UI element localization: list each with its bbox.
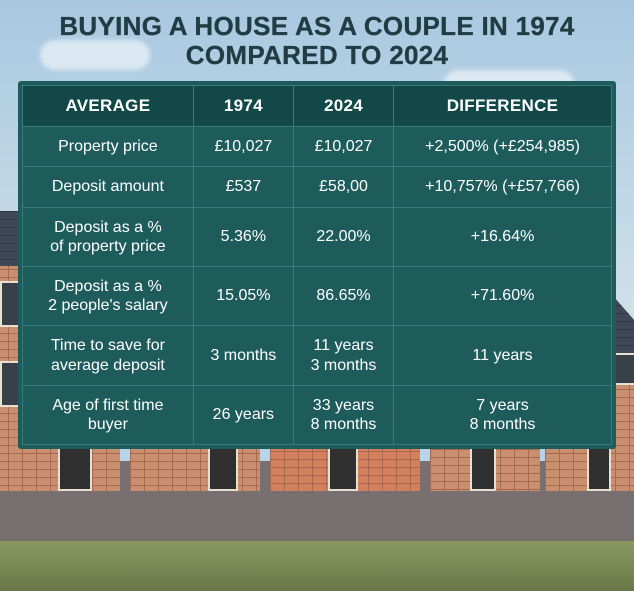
cell-diff: +71.60% <box>394 266 612 325</box>
row-label: Deposit amount <box>23 167 194 207</box>
table-header-row: AVERAGE 1974 2024 DIFFERENCE <box>23 86 612 127</box>
cell-2024: 86.65% <box>293 266 393 325</box>
cell-1974: 3 months <box>193 326 293 385</box>
table-body: Property price £10,027 £10,027 +2,500% (… <box>23 127 612 445</box>
col-header-average: AVERAGE <box>23 86 194 127</box>
row-label: Deposit as a %of property price <box>23 207 194 266</box>
table-row: Deposit as a %of property price 5.36% 22… <box>23 207 612 266</box>
row-label: Property price <box>23 127 194 167</box>
col-header-difference: DIFFERENCE <box>394 86 612 127</box>
cell-2024: 11 years3 months <box>293 326 393 385</box>
cell-diff: 11 years <box>394 326 612 385</box>
cell-diff: +16.64% <box>394 207 612 266</box>
comparison-table: AVERAGE 1974 2024 DIFFERENCE Property pr… <box>22 85 612 445</box>
cell-2024: £58,00 <box>293 167 393 207</box>
cell-1974: 26 years <box>193 385 293 444</box>
cell-diff: +10,757% (+£57,766) <box>394 167 612 207</box>
row-label: Age of first timebuyer <box>23 385 194 444</box>
cell-2024: £10,027 <box>293 127 393 167</box>
table-row: Time to save foraverage deposit 3 months… <box>23 326 612 385</box>
cell-2024: 22.00% <box>293 207 393 266</box>
row-label: Deposit as a %2 people's salary <box>23 266 194 325</box>
comparison-table-wrap: AVERAGE 1974 2024 DIFFERENCE Property pr… <box>18 81 616 449</box>
cell-2024: 33 years8 months <box>293 385 393 444</box>
col-header-1974: 1974 <box>193 86 293 127</box>
content: BUYING A HOUSE AS A COUPLE IN 1974 COMPA… <box>0 0 634 449</box>
table-row: Deposit amount £537 £58,00 +10,757% (+£5… <box>23 167 612 207</box>
cell-diff: +2,500% (+£254,985) <box>394 127 612 167</box>
cell-1974: 5.36% <box>193 207 293 266</box>
cell-1974: £10,027 <box>193 127 293 167</box>
cell-diff: 7 years8 months <box>394 385 612 444</box>
grass <box>0 541 634 591</box>
col-header-2024: 2024 <box>293 86 393 127</box>
table-row: Deposit as a %2 people's salary 15.05% 8… <box>23 266 612 325</box>
row-label: Time to save foraverage deposit <box>23 326 194 385</box>
cell-1974: £537 <box>193 167 293 207</box>
table-row: Age of first timebuyer 26 years 33 years… <box>23 385 612 444</box>
cell-1974: 15.05% <box>193 266 293 325</box>
page-title: BUYING A HOUSE AS A COUPLE IN 1974 COMPA… <box>18 12 616 69</box>
table-row: Property price £10,027 £10,027 +2,500% (… <box>23 127 612 167</box>
